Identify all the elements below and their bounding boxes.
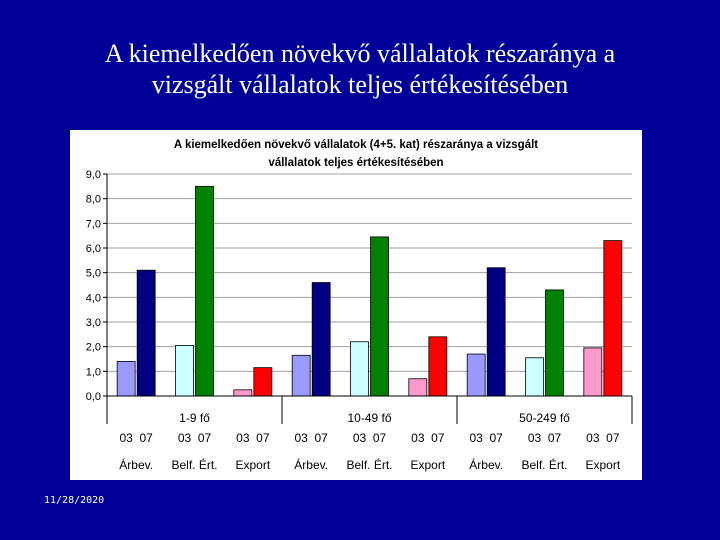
- bar: [291, 354, 311, 397]
- grid-lines: [107, 173, 632, 372]
- bar: [370, 236, 389, 397]
- year-label: 03: [236, 431, 250, 445]
- year-label: 07: [606, 431, 620, 445]
- y-tick-label: 0,0: [86, 391, 101, 403]
- year-label: 07: [198, 431, 212, 445]
- y-tick-label: 2,0: [86, 342, 101, 354]
- bar: [583, 347, 603, 397]
- bar: [408, 378, 428, 397]
- group-label: 1-9 fő: [179, 411, 210, 425]
- year-label: 03: [469, 431, 483, 445]
- subgroup-label: Árbev.: [469, 457, 503, 472]
- bar: [233, 389, 253, 397]
- year-label: 07: [489, 431, 503, 445]
- year-label: 03: [528, 431, 542, 445]
- bar: [428, 336, 448, 397]
- bar: [525, 357, 544, 397]
- year-label: 03: [178, 431, 192, 445]
- subgroup-label: Belf. Ért.: [521, 457, 567, 472]
- y-tick-label: 9,0: [86, 169, 101, 181]
- y-tick-label: 5,0: [86, 268, 101, 280]
- subgroup-label: Belf. Ért.: [171, 457, 217, 472]
- year-label: 03: [586, 431, 600, 445]
- bar: [350, 341, 369, 397]
- year-label: 07: [256, 431, 270, 445]
- bar-chart: A kiemelkedően növekvő vállalatok (4+5. …: [86, 139, 633, 472]
- slide-date: 11/28/2020: [44, 495, 105, 506]
- bar: [466, 353, 486, 397]
- bar: [136, 269, 156, 397]
- axis-labels: 0,0 1,0 2,0 3,0 4,0 5,0 6,0 7,0 8,0 9,0 1-9 fő 03 07…: [86, 169, 621, 472]
- year-label: 07: [139, 431, 153, 445]
- bar: [603, 240, 623, 397]
- subgroup-label: Export: [585, 458, 620, 472]
- subgroup-label: Árbev.: [294, 457, 328, 472]
- chart-title-line-1: A kiemelkedően növekvő vállalatok (4+5. …: [174, 139, 538, 151]
- subgroup-label: Árbev.: [119, 457, 153, 472]
- group-label: 10-49 fő: [347, 411, 391, 425]
- subgroup-label: Export: [235, 458, 270, 472]
- y-tick-label: 7,0: [86, 218, 101, 230]
- bars: [116, 185, 623, 397]
- y-tick-label: 4,0: [86, 292, 101, 304]
- y-tick-label: 3,0: [86, 317, 101, 329]
- bar: [545, 289, 564, 397]
- bar: [253, 367, 273, 397]
- year-label: 07: [431, 431, 445, 445]
- year-label: 07: [548, 431, 562, 445]
- y-tick-label: 1,0: [86, 366, 101, 378]
- bar: [175, 345, 194, 397]
- subgroup-label: Belf. Ért.: [346, 457, 392, 472]
- slide-title-line-1: A kiemelkedően növekvő vállalatok részar…: [104, 39, 616, 68]
- bar: [311, 282, 331, 397]
- slide-title: A kiemelkedően növekvő vállalatok részar…: [0, 38, 720, 100]
- chart-title-line-2: vállalatok teljes értékesítésében: [268, 157, 443, 169]
- bar: [116, 361, 136, 397]
- subgroup-label: Export: [410, 458, 445, 472]
- year-label: 03: [119, 431, 133, 445]
- year-label: 03: [411, 431, 425, 445]
- year-label: 03: [353, 431, 367, 445]
- slide-title-line-2: vizsgált vállalatok teljes értékesítéséb…: [151, 70, 569, 99]
- y-tick-label: 6,0: [86, 243, 101, 255]
- bar: [195, 185, 214, 397]
- group-label: 50-249 fő: [519, 411, 570, 425]
- chart-panel: A kiemelkedően növekvő vállalatok (4+5. …: [70, 130, 642, 480]
- year-label: 03: [294, 431, 308, 445]
- bar: [486, 267, 506, 397]
- axes: [103, 173, 633, 424]
- year-label: 07: [373, 431, 387, 445]
- y-tick-label: 8,0: [86, 194, 101, 206]
- year-label: 07: [314, 431, 328, 445]
